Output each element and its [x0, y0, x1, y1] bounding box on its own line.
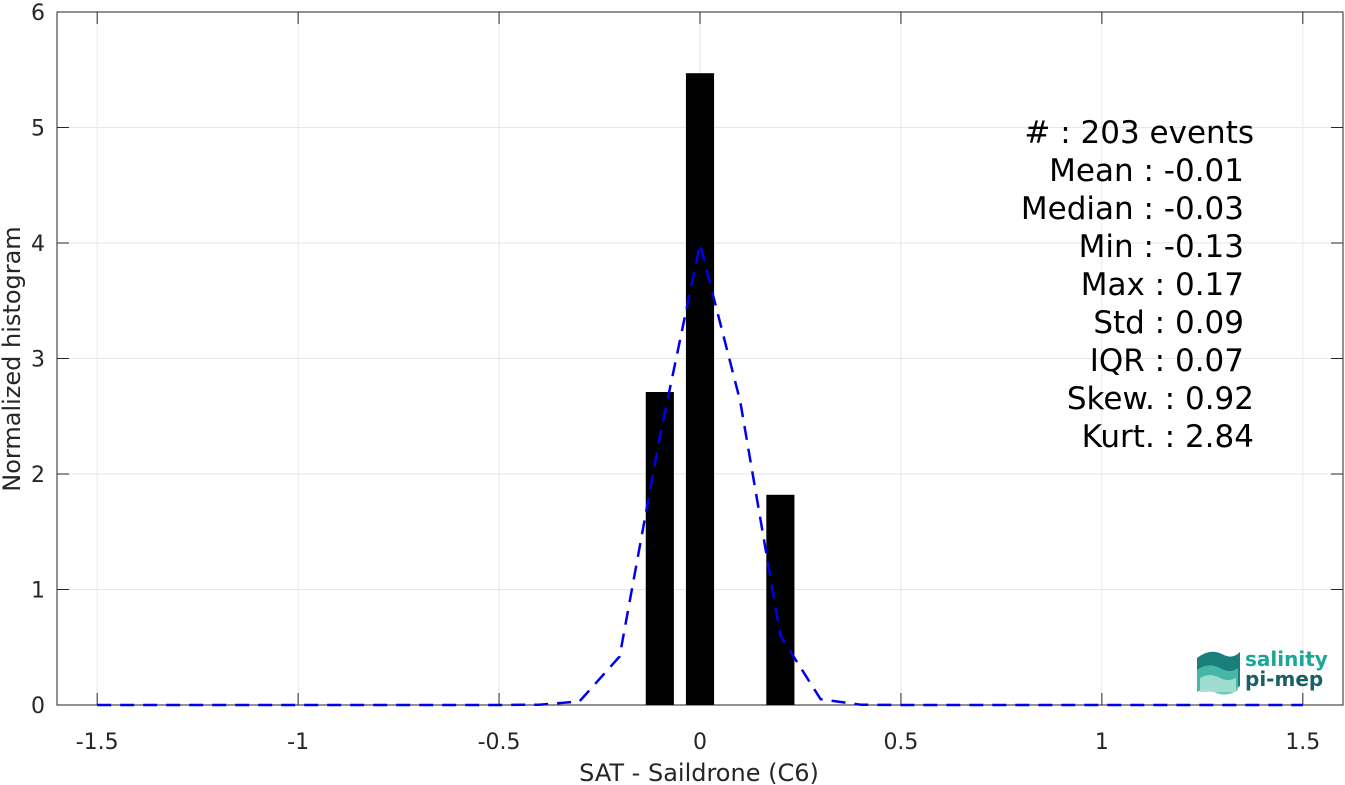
x-tick-label: -0.5 [478, 730, 521, 755]
salinity-pi-mep-logo: salinity pi-mep [1197, 647, 1328, 695]
x-axis-label: SAT - Saildrone (C6) [579, 759, 819, 785]
y-tick-label: 4 [31, 232, 45, 257]
histogram-bars [645, 73, 795, 706]
x-tick-label: -1 [287, 730, 309, 755]
y-tick-label: 2 [31, 463, 45, 488]
y-tick-labels: 0 1 2 3 4 5 6 [31, 1, 45, 719]
stats-line: Max : 0.17 [1081, 267, 1244, 303]
stats-line: Skew. : 0.92 [1067, 381, 1254, 417]
y-tick-label: 1 [31, 579, 45, 604]
stats-line: # : 203 events [1024, 115, 1254, 151]
x-tick-label: 1 [1095, 730, 1109, 755]
x-tick-label: 0 [693, 730, 707, 755]
x-tick-label: 1.5 [1285, 730, 1320, 755]
logo-text-pi-mep: pi-mep [1245, 667, 1323, 691]
x-tick-labels: -1.5 -1 -0.5 0 0.5 1 1.5 [76, 730, 1321, 755]
histogram-bar [645, 391, 674, 705]
stats-line: Std : 0.09 [1093, 305, 1244, 341]
y-tick-label: 0 [31, 694, 45, 719]
y-axis-label: Normalized histogram [0, 226, 26, 491]
stats-line: Min : -0.13 [1079, 229, 1244, 265]
y-tick-label: 5 [31, 117, 45, 142]
stats-line: Median : -0.03 [1021, 191, 1244, 227]
stats-line: IQR : 0.07 [1090, 343, 1244, 379]
histogram-bar [685, 73, 715, 706]
stats-line: Kurt. : 2.84 [1082, 419, 1254, 455]
waves-icon [1197, 651, 1240, 695]
y-tick-label: 3 [31, 348, 45, 373]
x-tick-label: -1.5 [76, 730, 119, 755]
x-tick-label: 0.5 [883, 730, 918, 755]
stats-line: Mean : -0.01 [1049, 153, 1244, 189]
logo-text-salinity: salinity [1245, 647, 1328, 671]
y-tick-label: 6 [31, 1, 45, 26]
histogram-bar [766, 494, 795, 705]
